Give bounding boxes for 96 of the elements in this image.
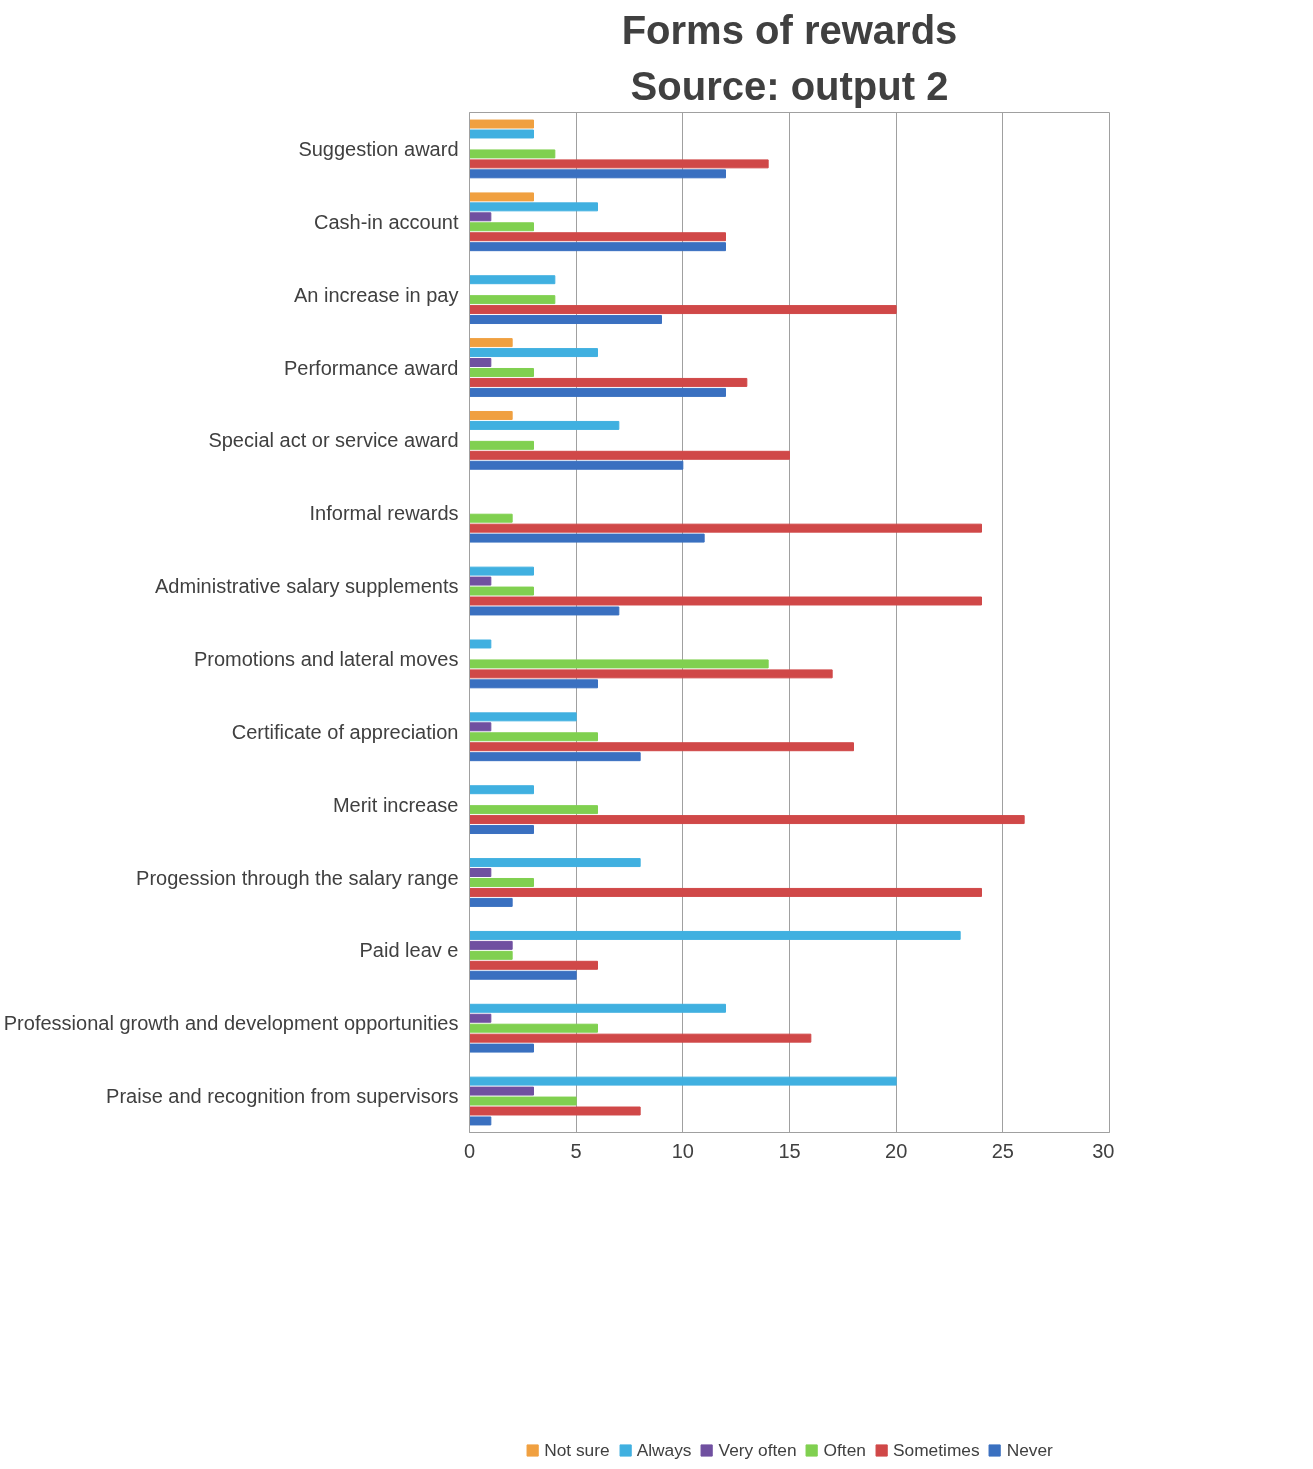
bar bbox=[469, 129, 534, 139]
legend-label: Often bbox=[823, 1439, 866, 1461]
bar bbox=[469, 460, 684, 470]
bar bbox=[469, 805, 598, 815]
y-tick-label: Progession through the salary range bbox=[136, 866, 459, 889]
bar bbox=[469, 732, 598, 742]
bar bbox=[469, 119, 534, 129]
y-tick-label: Informal rewards bbox=[309, 502, 459, 525]
bar bbox=[469, 149, 556, 159]
bar bbox=[469, 659, 769, 669]
bar bbox=[469, 1076, 897, 1086]
y-tick-label: Professional growth and development opportunities bbox=[3, 1012, 459, 1035]
bar bbox=[469, 897, 513, 907]
bar bbox=[469, 606, 620, 616]
bar bbox=[469, 1043, 534, 1053]
bar bbox=[469, 576, 492, 586]
bar bbox=[469, 440, 534, 450]
bar bbox=[469, 1033, 812, 1043]
bar bbox=[469, 1116, 492, 1126]
y-tick-label: Promotions and lateral moves bbox=[193, 647, 459, 670]
bar bbox=[469, 930, 961, 940]
bar bbox=[469, 1086, 534, 1096]
bar bbox=[469, 566, 534, 576]
bar bbox=[469, 420, 620, 430]
bar bbox=[469, 887, 982, 897]
y-tick-label: Merit increase bbox=[332, 793, 459, 816]
bar bbox=[469, 192, 534, 202]
bar bbox=[469, 1106, 641, 1116]
bar bbox=[469, 295, 556, 305]
bar bbox=[469, 242, 726, 252]
bar bbox=[469, 950, 513, 960]
y-tick-label: An increase in pay bbox=[293, 283, 459, 306]
bar bbox=[469, 275, 556, 285]
chart-title: Forms of rewards bbox=[621, 7, 958, 52]
y-tick-label: Certificate of appreciation bbox=[231, 720, 459, 743]
x-tick-label: 5 bbox=[570, 1139, 582, 1162]
bar bbox=[469, 1013, 492, 1023]
bar bbox=[469, 639, 492, 649]
bar bbox=[469, 232, 726, 242]
x-tick-label: 10 bbox=[671, 1139, 694, 1162]
bar bbox=[469, 970, 577, 980]
bar bbox=[469, 410, 513, 420]
bar bbox=[469, 533, 705, 543]
bar bbox=[469, 868, 492, 877]
legend-label: Very often bbox=[718, 1439, 797, 1461]
bar bbox=[469, 1023, 598, 1033]
bar bbox=[469, 596, 982, 606]
bar bbox=[469, 878, 534, 887]
chart-subtitle: Source: output 2 bbox=[630, 63, 949, 108]
x-tick-label: 0 bbox=[463, 1139, 476, 1162]
y-tick-label: Paid leav e bbox=[359, 939, 459, 962]
x-tick-label: 25 bbox=[991, 1139, 1014, 1162]
bar bbox=[469, 825, 534, 835]
bar bbox=[469, 159, 769, 169]
bar bbox=[469, 387, 726, 397]
y-tick-label: Cash-in account bbox=[313, 210, 459, 233]
y-tick-label: Praise and recognition from supervisors bbox=[106, 1085, 459, 1108]
bar bbox=[469, 169, 726, 179]
y-tick-label: Administrative salary supplements bbox=[155, 575, 459, 598]
bar bbox=[469, 222, 534, 232]
legend-label: Not sure bbox=[544, 1439, 610, 1461]
bar bbox=[469, 586, 534, 596]
bar bbox=[469, 377, 748, 387]
bar bbox=[469, 1096, 577, 1106]
bar bbox=[469, 202, 598, 212]
bar bbox=[469, 679, 598, 689]
legend-label: Sometimes bbox=[892, 1439, 980, 1461]
bar bbox=[469, 940, 513, 950]
x-tick-label: 15 bbox=[778, 1139, 801, 1162]
bar bbox=[469, 712, 577, 722]
bar bbox=[469, 338, 513, 348]
bar bbox=[469, 1003, 726, 1013]
y-tick-label: Performance award bbox=[283, 356, 459, 379]
y-tick-label: Special act or service award bbox=[208, 429, 459, 452]
x-tick-label: 30 bbox=[1092, 1139, 1115, 1162]
x-tick-label: 20 bbox=[885, 1139, 908, 1162]
bar bbox=[469, 858, 641, 868]
bar bbox=[469, 785, 534, 795]
bar bbox=[469, 960, 598, 970]
legend-label: Never bbox=[1006, 1439, 1053, 1461]
bar bbox=[469, 722, 492, 732]
bar bbox=[469, 523, 982, 533]
bar bbox=[469, 212, 492, 222]
bar bbox=[469, 669, 833, 679]
bar bbox=[469, 752, 641, 762]
bar bbox=[469, 368, 534, 377]
legend-label: Always bbox=[636, 1439, 692, 1461]
bar bbox=[469, 348, 598, 358]
y-tick-label: Suggestion award bbox=[298, 137, 459, 160]
bar bbox=[469, 742, 854, 752]
bar bbox=[469, 305, 897, 315]
bar bbox=[469, 815, 1025, 825]
bar bbox=[469, 358, 492, 367]
bar bbox=[469, 315, 662, 325]
bar bbox=[469, 450, 790, 460]
bar bbox=[469, 513, 513, 523]
